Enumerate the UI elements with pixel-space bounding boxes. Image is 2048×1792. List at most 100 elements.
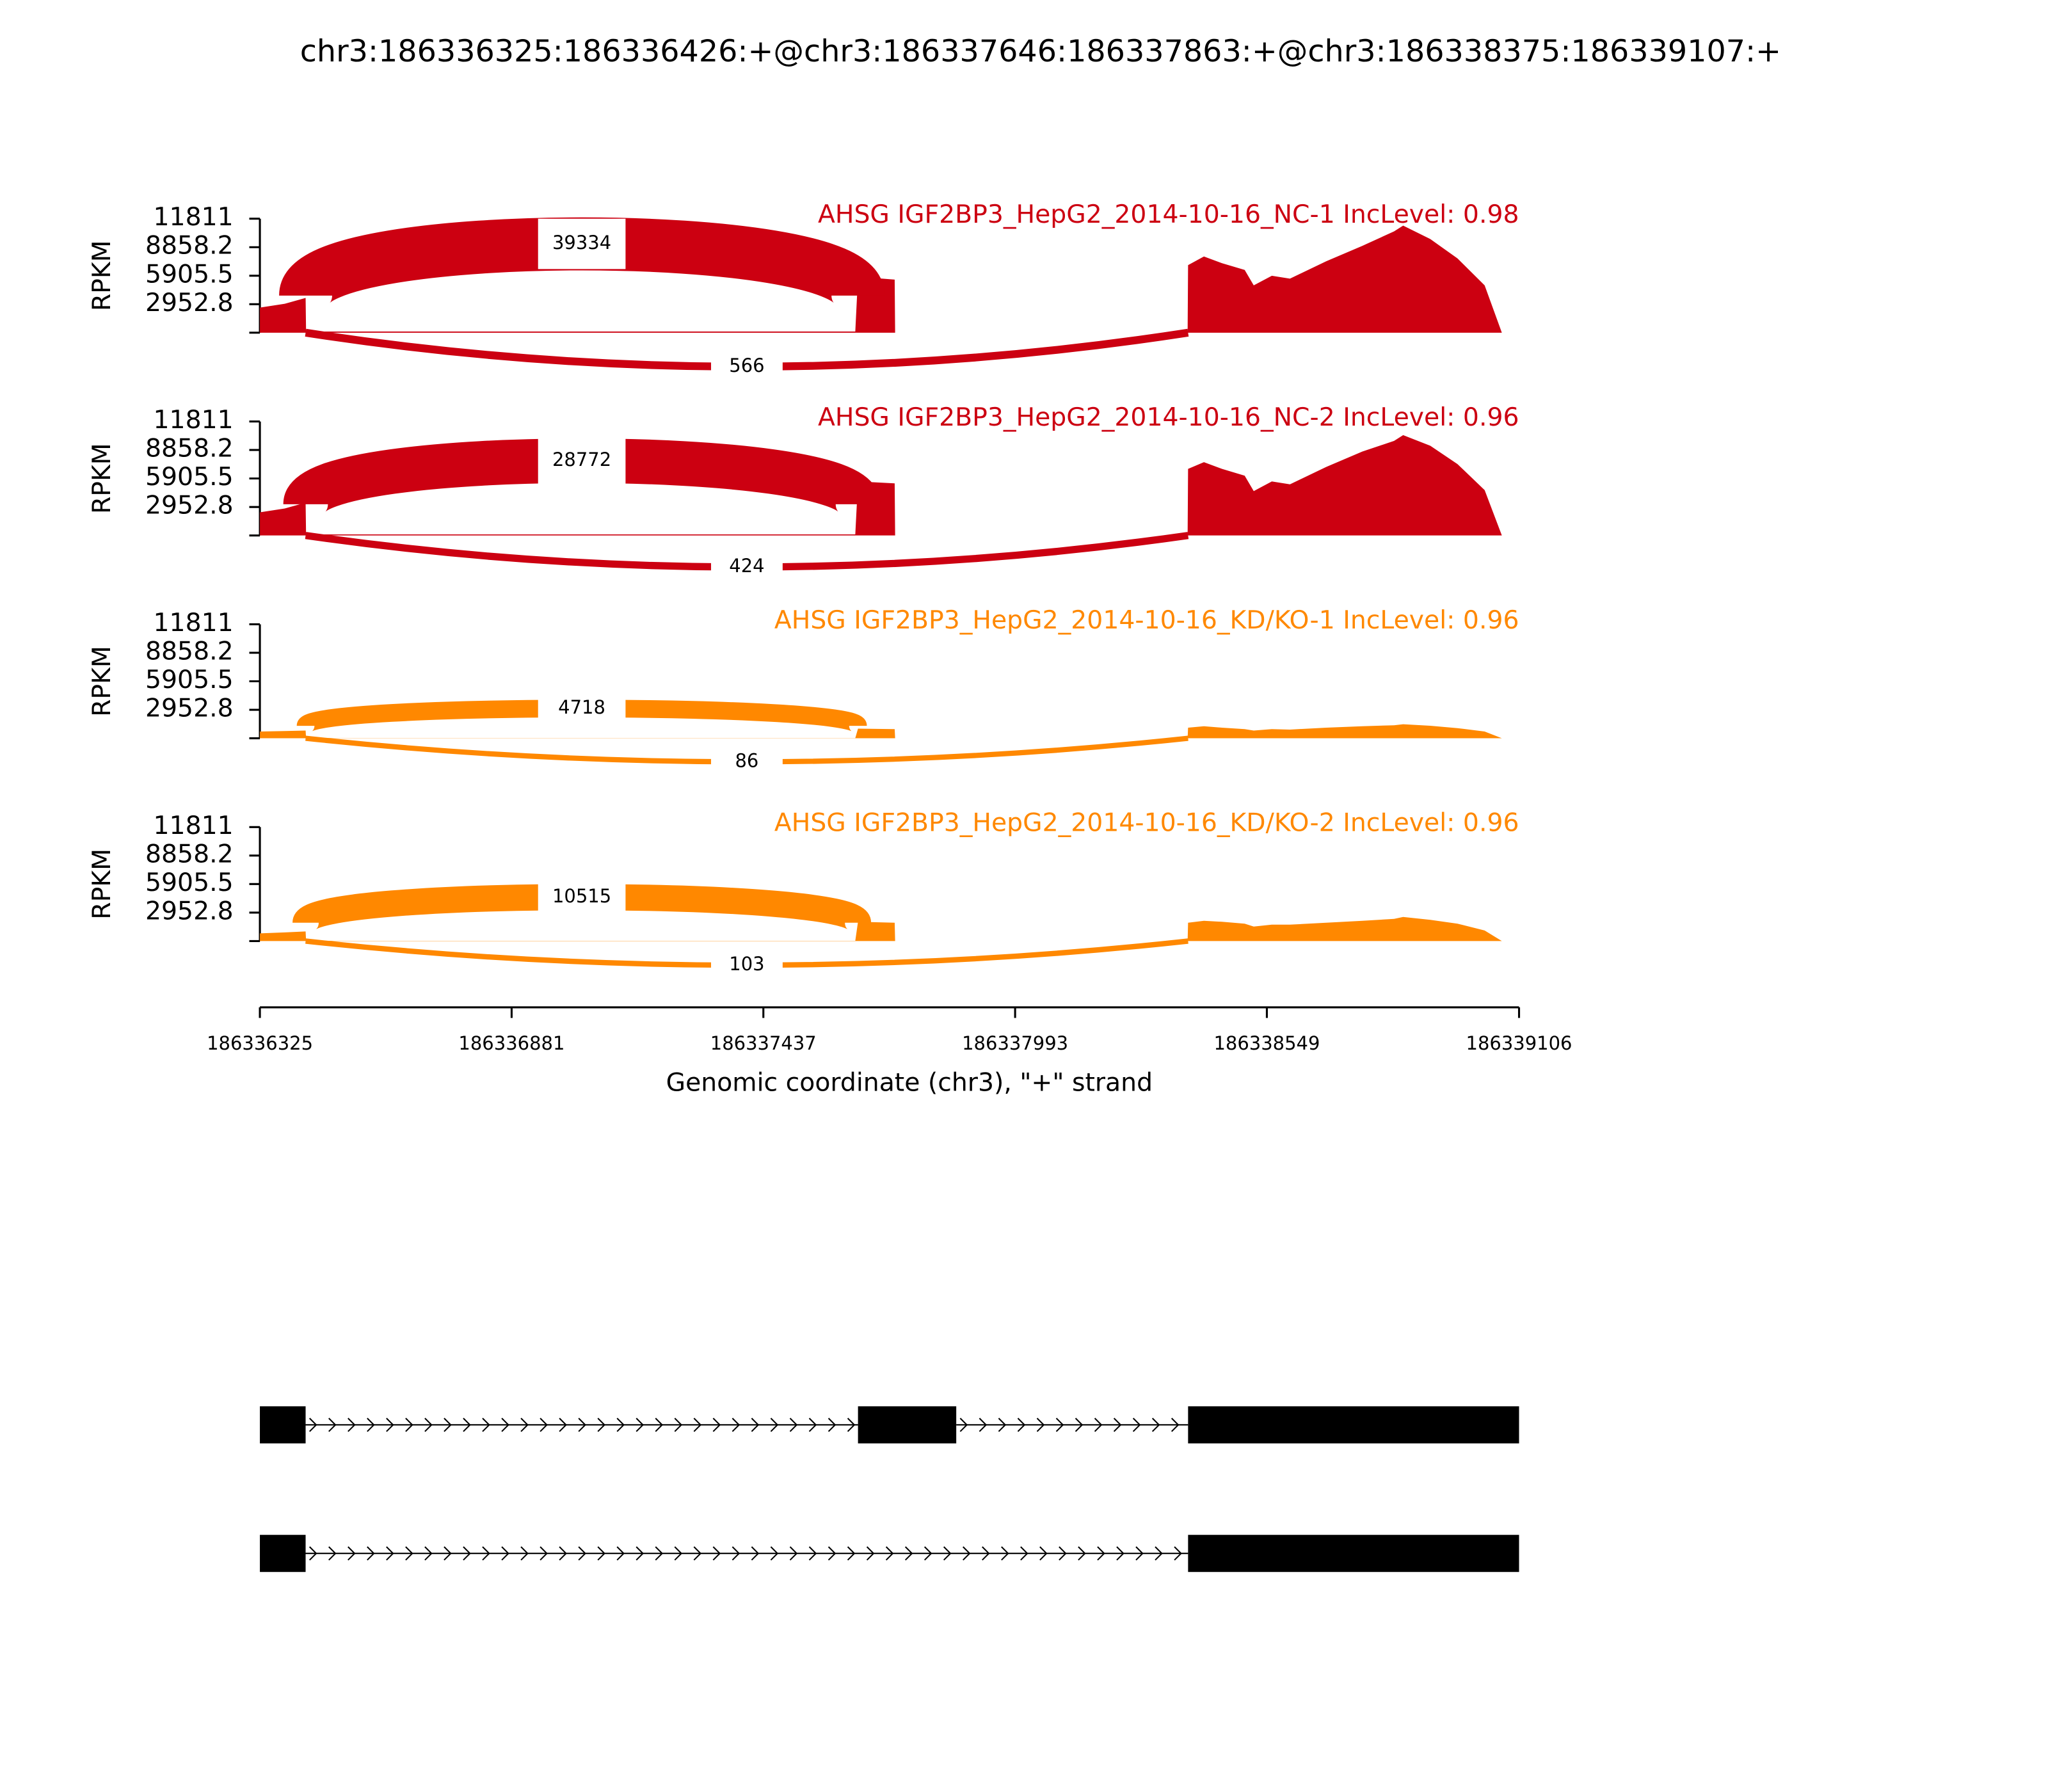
junction-label-box — [538, 435, 626, 486]
intron-arrow — [482, 1418, 490, 1432]
junction-count: 103 — [729, 953, 764, 975]
exon — [1188, 1535, 1519, 1572]
intron-arrow — [578, 1546, 586, 1561]
y-tick-label: 5905.5 — [145, 462, 234, 492]
intron-arrow — [963, 1546, 971, 1561]
exon — [858, 1406, 957, 1444]
intron-arrow — [847, 1546, 856, 1561]
intron-arrow — [770, 1546, 779, 1561]
intron-arrow — [405, 1418, 413, 1432]
intron-arrow — [979, 1418, 988, 1432]
y-tick-label: 11811 — [154, 811, 234, 840]
intron-arrow — [1174, 1546, 1182, 1561]
panel-label: AHSG IGF2BP3_HepG2_2014-10-16_KD/KO-2 In… — [774, 808, 1519, 838]
intron-arrow — [770, 1418, 779, 1432]
intron-arrow — [367, 1418, 375, 1432]
intron-arrow — [732, 1546, 740, 1561]
y-tick-label: 5905.5 — [145, 665, 234, 694]
y-axis-label: RPKM — [87, 849, 116, 920]
x-tick-label: 186338549 — [1213, 1032, 1320, 1054]
intron-arrow — [1171, 1418, 1180, 1432]
intron-arrow — [1113, 1418, 1122, 1432]
x-tick-label: 186337437 — [710, 1032, 817, 1054]
junction-count: 4718 — [558, 696, 605, 718]
exon — [260, 1535, 306, 1572]
intron-arrow — [1097, 1546, 1105, 1561]
intron-arrow — [328, 1418, 337, 1432]
intron-arrow — [847, 1418, 856, 1432]
y-tick-label: 2952.8 — [145, 896, 234, 925]
y-tick-label: 5905.5 — [145, 868, 234, 897]
coverage-area — [260, 435, 1502, 536]
junction-label-box — [711, 352, 783, 381]
intron-arrow — [1155, 1546, 1163, 1561]
panel-label: AHSG IGF2BP3_HepG2_2014-10-16_NC-2 IncLe… — [818, 403, 1519, 432]
y-axis-label: RPKM — [87, 443, 116, 514]
panel-label: AHSG IGF2BP3_HepG2_2014-10-16_KD/KO-1 In… — [774, 605, 1519, 635]
intron-arrow — [828, 1418, 836, 1432]
panel-label: AHSG IGF2BP3_HepG2_2014-10-16_NC-1 IncLe… — [818, 200, 1519, 229]
intron-arrow — [1075, 1418, 1084, 1432]
x-tick-label: 186339106 — [1466, 1032, 1572, 1054]
intron-arrow — [904, 1546, 913, 1561]
coverage-area — [260, 916, 1502, 941]
intron-arrow — [1020, 1546, 1028, 1561]
intron-arrow — [1039, 1546, 1048, 1561]
junction-count: 39334 — [552, 232, 611, 253]
intron-arrow — [789, 1418, 798, 1432]
intron-arrow — [424, 1546, 433, 1561]
intron-arrow — [1059, 1546, 1067, 1561]
intron-arrow — [1132, 1418, 1141, 1432]
intron-arrow — [885, 1546, 894, 1561]
intron-arrow — [943, 1546, 952, 1561]
y-tick-label: 11811 — [154, 608, 234, 637]
intron-arrow — [520, 1418, 529, 1432]
junction-label-box — [711, 747, 783, 777]
intron-arrow — [924, 1546, 932, 1561]
intron-arrow — [959, 1418, 968, 1432]
x-axis-label: Genomic coordinate (chr3), "+" strand — [666, 1068, 1153, 1098]
intron-arrow — [540, 1418, 548, 1432]
intron-arrow — [693, 1546, 702, 1561]
x-tick-label: 186337993 — [962, 1032, 1068, 1054]
intron-arrow — [674, 1546, 683, 1561]
intron-arrow — [328, 1546, 337, 1561]
intron-arrow — [808, 1418, 817, 1432]
junction-count: 86 — [735, 749, 758, 771]
intron-arrow — [1017, 1418, 1026, 1432]
intron-arrow — [998, 1418, 1007, 1432]
intron-arrow — [1151, 1418, 1160, 1432]
y-tick-label: 8858.2 — [145, 231, 234, 260]
intron-arrow — [636, 1418, 644, 1432]
intron-arrow — [712, 1418, 721, 1432]
junction-label-box — [538, 683, 626, 734]
intron-arrow — [348, 1418, 356, 1432]
junction-count: 424 — [729, 555, 764, 577]
exon — [1188, 1406, 1519, 1444]
junction-count: 10515 — [552, 885, 611, 907]
x-tick-label: 186336325 — [207, 1032, 313, 1054]
y-tick-label: 2952.8 — [145, 288, 234, 317]
y-tick-label: 8858.2 — [145, 839, 234, 868]
intron-arrow — [1094, 1418, 1103, 1432]
intron-arrow — [828, 1546, 836, 1561]
y-tick-label: 11811 — [154, 202, 234, 232]
exon — [260, 1406, 306, 1444]
junction-label-box — [538, 218, 626, 269]
intron-arrow — [789, 1546, 798, 1561]
intron-arrow — [444, 1546, 452, 1561]
y-tick-label: 8858.2 — [145, 434, 234, 463]
intron-arrow — [693, 1418, 702, 1432]
junction-count: 566 — [729, 355, 764, 376]
intron-arrow — [559, 1546, 567, 1561]
intron-arrow — [463, 1546, 471, 1561]
intron-arrow — [655, 1418, 664, 1432]
y-axis-label: RPKM — [87, 646, 116, 717]
coverage-area — [260, 724, 1502, 739]
junction-label-box — [538, 872, 626, 923]
intron-arrow — [1055, 1418, 1064, 1432]
y-tick-label: 2952.8 — [145, 491, 234, 520]
junction-label-box — [711, 552, 783, 582]
